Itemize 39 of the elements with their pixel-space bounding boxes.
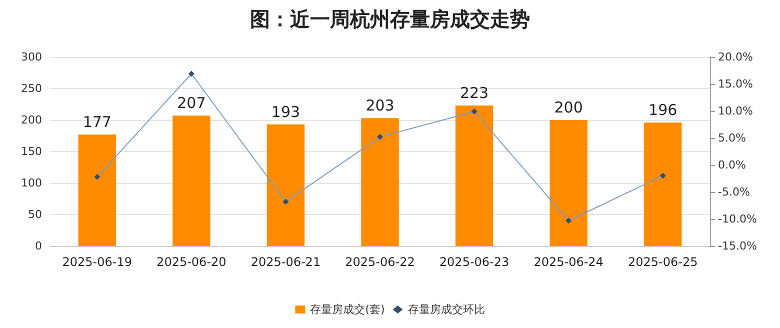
x-tick-label: 2025-06-19 (62, 255, 132, 269)
y-tick-label: 150 (21, 145, 42, 158)
x-tick-label: 2025-06-24 (534, 255, 604, 269)
legend-label: 存量房成交环比 (408, 303, 485, 316)
y-tick-label: 300 (21, 50, 42, 64)
bar (455, 106, 494, 246)
bar (172, 116, 210, 246)
data-label: 200 (554, 98, 583, 116)
y2-tick-label: 20.0% (718, 50, 753, 64)
bar (78, 134, 116, 246)
data-label: 203 (366, 96, 394, 115)
data-label: 196 (648, 101, 678, 120)
y-tick-label: 200 (21, 114, 42, 126)
x-tick-label: 2025-06-21 (250, 255, 321, 269)
data-label: 223 (460, 84, 489, 102)
y-tick-label: 250 (21, 82, 42, 95)
y-tick-label: 100 (21, 176, 42, 190)
bar (266, 124, 305, 246)
bar (644, 122, 682, 246)
y-tick-label: 0 (35, 240, 42, 252)
y2-tick-label: 10.0% (718, 104, 753, 118)
y2-tick-label: 15.0% (718, 78, 753, 90)
x-tick-label: 2025-06-22 (345, 255, 415, 269)
y2-tick-label: -15.0% (718, 240, 757, 252)
chart-title: 图：近一周杭州存量房成交走势 (250, 7, 530, 31)
x-tick-label: 2025-06-25 (628, 255, 698, 269)
y2-tick-label: 0.0% (718, 158, 746, 172)
x-tick-label: 2025-06-23 (439, 255, 510, 269)
bar (550, 120, 588, 246)
y2-tick-label: -10.0% (718, 212, 757, 226)
bar (361, 118, 399, 246)
legend-label: 存量房成交(套) (310, 303, 385, 316)
y2-tick-label: 5.0% (718, 132, 746, 144)
x-tick-label: 2025-06-20 (156, 255, 226, 269)
y2-tick-label: -5.0% (718, 186, 750, 198)
data-label: 207 (177, 94, 206, 112)
data-label: 177 (82, 112, 112, 131)
data-label: 193 (271, 102, 300, 121)
y-tick-label: 50 (28, 208, 42, 221)
